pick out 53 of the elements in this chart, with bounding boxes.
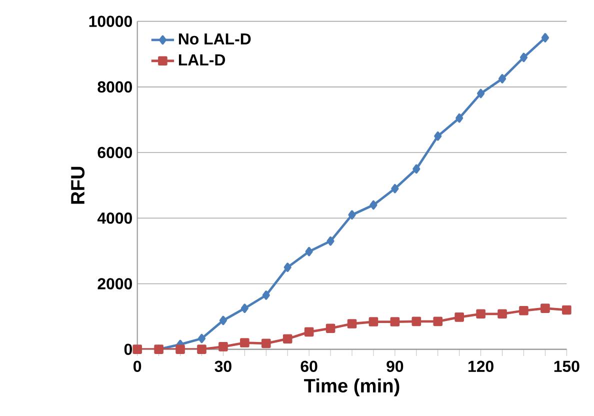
x-tick-label: 120 — [468, 360, 494, 372]
x-axis-title: Time (min) — [304, 378, 400, 396]
y-tick-label: 6000 — [98, 146, 132, 158]
point — [541, 33, 549, 42]
y-axis-title: RFU — [71, 166, 85, 204]
x-tick-label: 60 — [300, 360, 318, 372]
y-tick-label: 10000 — [89, 16, 132, 27]
x-tick-label: 0 — [134, 360, 142, 372]
legend-label: LAL-D — [178, 54, 226, 66]
y-tick-label: 2000 — [98, 278, 132, 290]
point — [368, 317, 378, 326]
point — [284, 262, 292, 272]
point — [456, 113, 464, 123]
point — [326, 324, 336, 333]
point — [218, 342, 228, 352]
point — [477, 88, 485, 98]
point — [197, 344, 206, 354]
point — [412, 316, 422, 326]
point — [240, 304, 248, 313]
point — [326, 236, 334, 246]
point — [282, 334, 292, 344]
x-tick-label: 150 — [554, 360, 580, 372]
point — [305, 246, 313, 256]
point — [348, 210, 356, 220]
point — [433, 316, 443, 326]
point — [262, 290, 270, 300]
point — [519, 306, 528, 316]
point — [562, 305, 572, 315]
point — [476, 309, 486, 319]
point — [347, 319, 357, 328]
y-tick-label: 8000 — [98, 81, 132, 93]
point — [391, 184, 399, 194]
x-tick-label: 90 — [386, 360, 404, 372]
point — [412, 164, 420, 174]
point — [520, 52, 528, 62]
point — [498, 309, 507, 319]
point — [390, 317, 400, 326]
point — [176, 344, 185, 354]
point — [454, 312, 464, 322]
point — [370, 200, 378, 210]
point — [434, 131, 442, 141]
point — [132, 344, 142, 354]
y-tick-label: 4000 — [97, 212, 132, 224]
point — [304, 327, 314, 337]
point — [240, 338, 250, 348]
point — [198, 334, 206, 344]
y-tick-label: 0 — [124, 344, 132, 355]
legend-label: No LAL-D — [178, 33, 251, 45]
point — [219, 316, 227, 326]
x-tick-label: 30 — [214, 360, 232, 372]
point — [261, 338, 271, 348]
point — [540, 304, 550, 313]
point — [498, 74, 506, 84]
